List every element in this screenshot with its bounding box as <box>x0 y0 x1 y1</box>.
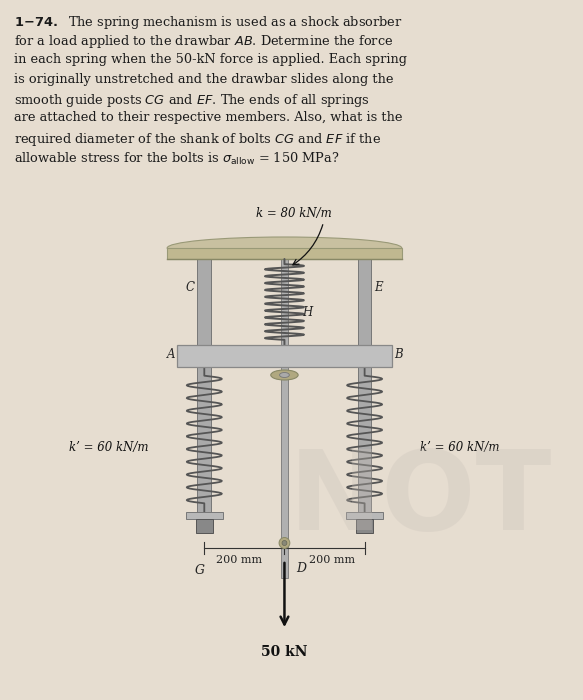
Text: A: A <box>167 348 175 361</box>
Text: in each spring when the 50-kN force is applied. Each spring: in each spring when the 50-kN force is a… <box>13 53 407 66</box>
Text: H: H <box>302 305 312 318</box>
Bar <box>280 259 289 578</box>
Bar <box>358 367 371 530</box>
Bar <box>346 512 383 519</box>
Bar <box>356 519 373 533</box>
Text: 50 kN: 50 kN <box>261 645 308 659</box>
Text: D: D <box>296 562 306 575</box>
Text: 200 mm: 200 mm <box>310 555 356 565</box>
Text: is originally unstretched and the drawbar slides along the: is originally unstretched and the drawba… <box>13 73 393 85</box>
Bar <box>167 248 402 259</box>
Text: B: B <box>394 348 402 361</box>
Bar <box>195 519 213 533</box>
Ellipse shape <box>271 370 298 380</box>
Ellipse shape <box>167 237 402 259</box>
Text: k’ = 60 kN/m: k’ = 60 kN/m <box>69 442 149 454</box>
Bar <box>177 345 392 367</box>
Circle shape <box>279 538 290 549</box>
Text: k’ = 60 kN/m: k’ = 60 kN/m <box>420 442 500 454</box>
Ellipse shape <box>280 372 289 377</box>
Text: allowable stress for the bolts is $\sigma_{\mathrm{allow}}$ = 150 MPa?: allowable stress for the bolts is $\sigm… <box>13 150 339 167</box>
Text: C: C <box>185 281 195 294</box>
Bar <box>198 367 211 530</box>
Text: 200 mm: 200 mm <box>216 555 262 565</box>
Text: required diameter of the shank of bolts $CG$ and $EF$ if the: required diameter of the shank of bolts … <box>13 131 381 148</box>
Text: for a load applied to the drawbar $AB$. Determine the force: for a load applied to the drawbar $AB$. … <box>13 34 393 50</box>
Text: NOT: NOT <box>289 447 552 554</box>
Circle shape <box>282 540 287 545</box>
Text: k = 80 kN/m: k = 80 kN/m <box>257 207 332 220</box>
Text: G: G <box>194 564 205 577</box>
Bar <box>186 512 223 519</box>
Text: smooth guide posts $CG$ and $EF$. The ends of all springs: smooth guide posts $CG$ and $EF$. The en… <box>13 92 370 109</box>
Bar <box>198 259 211 345</box>
Bar <box>358 259 371 345</box>
Text: $\mathbf{1\!-\!74.}$  The spring mechanism is used as a shock absorber: $\mathbf{1\!-\!74.}$ The spring mechanis… <box>13 14 402 31</box>
Text: are attached to their respective members. Also, what is the: are attached to their respective members… <box>13 111 402 125</box>
Text: E: E <box>374 281 383 294</box>
